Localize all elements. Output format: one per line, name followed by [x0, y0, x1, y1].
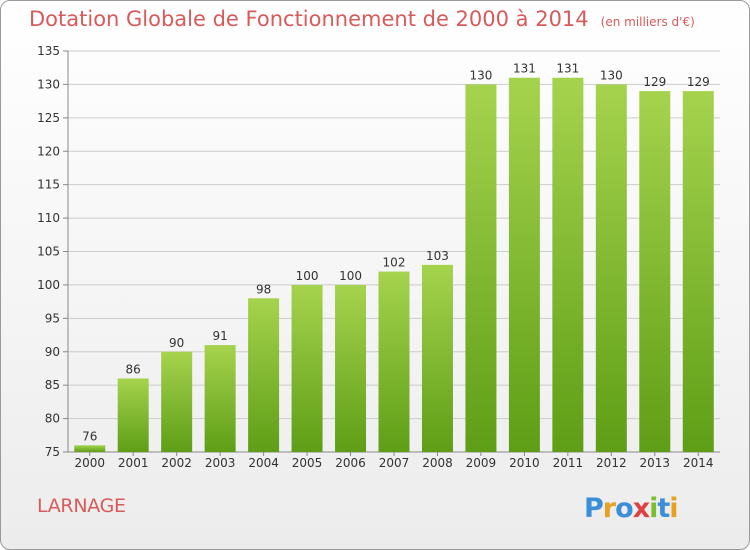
bar	[639, 91, 671, 452]
bar	[117, 378, 149, 452]
bar	[378, 271, 410, 452]
bar-value-label: 102	[383, 256, 406, 270]
y-tick-label: 100	[37, 278, 60, 292]
x-tick-label: 2004	[248, 456, 279, 470]
bar-value-label: 130	[469, 68, 492, 82]
chart-title-block: Dotation Globale de Fonctionnement de 20…	[29, 7, 695, 31]
bar	[508, 77, 540, 452]
bar	[291, 284, 323, 452]
bar	[204, 345, 236, 452]
bar-value-label: 86	[126, 362, 141, 376]
x-tick-label: 2006	[335, 456, 366, 470]
bar-value-label: 100	[296, 269, 319, 283]
bar	[248, 298, 280, 452]
x-tick-label: 2010	[509, 456, 540, 470]
bar	[161, 351, 193, 452]
bar	[465, 84, 497, 453]
bar	[552, 77, 584, 452]
x-tick-label: 2002	[161, 456, 192, 470]
bar-value-label: 131	[556, 62, 579, 76]
x-tick-label: 2007	[379, 456, 410, 470]
y-tick-label: 135	[37, 44, 60, 58]
x-tick-label: 2000	[74, 456, 105, 470]
x-tick-label: 2008	[422, 456, 453, 470]
bar-value-label: 103	[426, 249, 449, 263]
bar	[421, 264, 453, 452]
bar-value-label: 129	[687, 75, 710, 89]
x-tick-label: 2001	[118, 456, 149, 470]
x-tick-label: 2013	[640, 456, 671, 470]
bar	[335, 284, 367, 452]
y-tick-label: 75	[45, 445, 60, 459]
y-tick-label: 110	[37, 211, 60, 225]
bar-value-label: 130	[600, 68, 623, 82]
bar-value-label: 98	[256, 282, 271, 296]
svg-text:Proxiti: Proxiti	[584, 493, 678, 524]
y-tick-label: 80	[45, 412, 60, 426]
y-tick-label: 115	[37, 178, 60, 192]
y-tick-label: 85	[45, 378, 60, 392]
x-tick-label: 2003	[205, 456, 236, 470]
bar	[74, 445, 106, 452]
x-tick-label: 2014	[683, 456, 714, 470]
tick-labels: 75 80 85 90 95 100 105 110 115 120 125 130 135 2000 20…	[37, 44, 713, 470]
x-tick-label: 2011	[553, 456, 584, 470]
data-labels: 76 86 90 91 98 100 100 102 103 130 131 131 130 129 129	[82, 62, 710, 444]
chart-title: Dotation Globale de Fonctionnement de 20…	[29, 7, 589, 31]
chart-subtitle: (en milliers d'€)	[600, 15, 695, 29]
bars	[74, 77, 714, 453]
bar-value-label: 76	[82, 429, 97, 443]
bar-value-label: 90	[169, 336, 184, 350]
y-tick-label: 120	[37, 144, 60, 158]
bar	[682, 91, 714, 452]
bar-value-label: 129	[643, 75, 666, 89]
bar-value-label: 131	[513, 62, 536, 76]
y-tick-label: 90	[45, 345, 60, 359]
y-tick-label: 130	[37, 77, 60, 91]
y-tick-label: 125	[37, 111, 60, 125]
bar	[595, 84, 627, 453]
x-tick-label: 2009	[466, 456, 497, 470]
y-tick-label: 105	[37, 245, 60, 259]
commune-name: LARNAGE	[37, 495, 126, 517]
proxiti-logo: Proxiti	[582, 489, 692, 525]
x-tick-label: 2005	[292, 456, 323, 470]
bar-value-label: 100	[339, 269, 362, 283]
bar-value-label: 91	[212, 329, 227, 343]
x-tick-label: 2012	[596, 456, 627, 470]
y-tick-label: 95	[45, 311, 60, 325]
